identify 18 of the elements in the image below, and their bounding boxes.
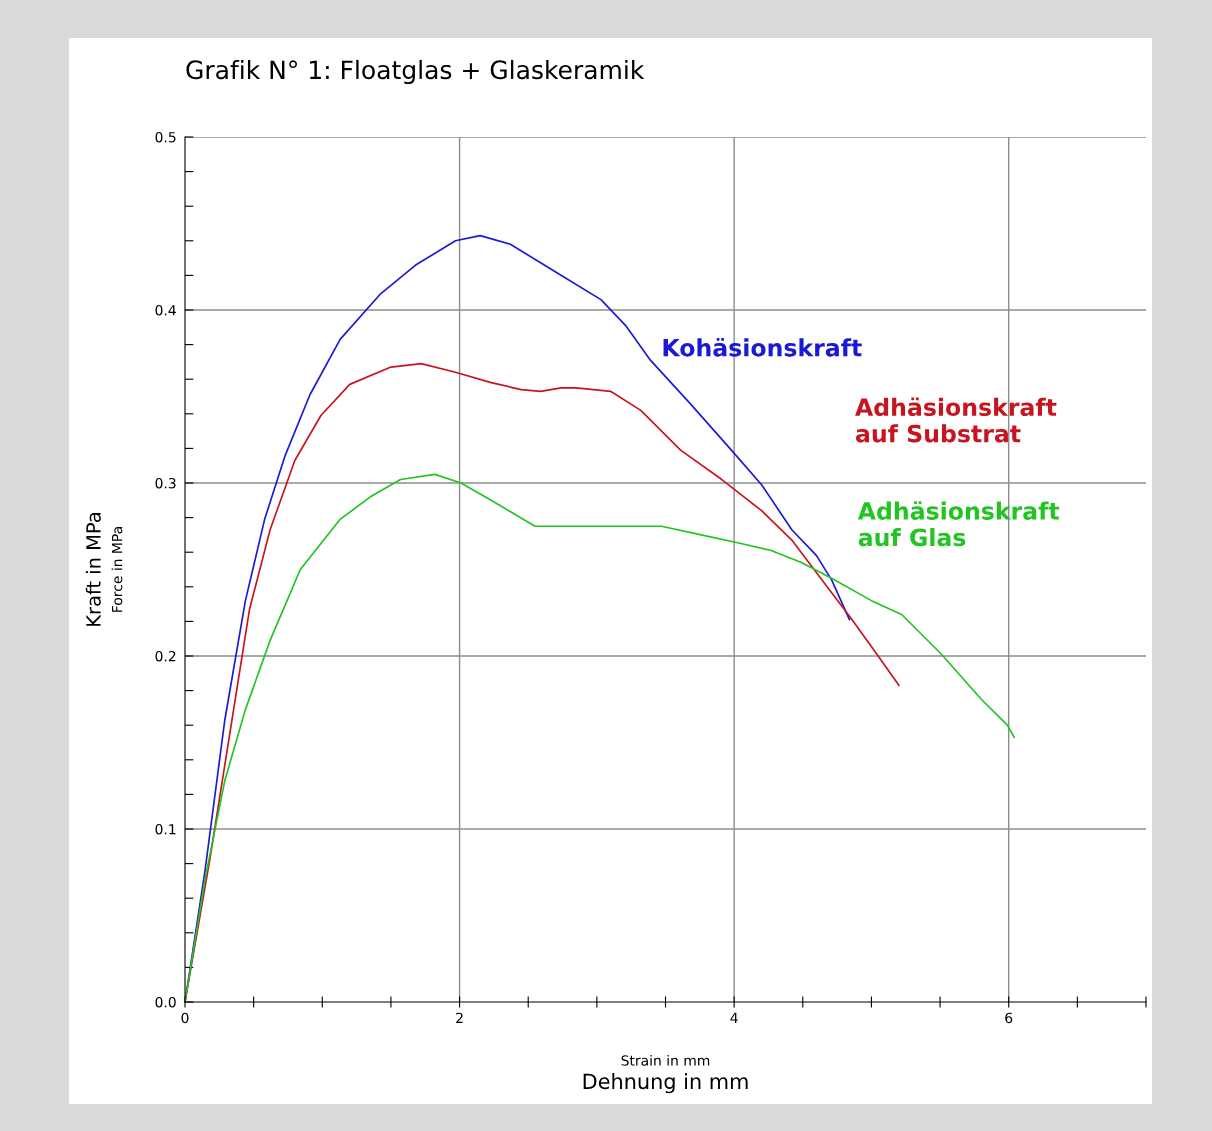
x-tick-label: 0	[181, 1012, 189, 1024]
x-tick-label: 4	[730, 1012, 738, 1023]
y-tick-label: 0.0	[155, 996, 176, 1008]
text: Force in MPa	[111, 527, 123, 612]
text: Adhäsionskraft auf Substrat	[855, 397, 1057, 443]
y-tick-label: 0.3	[155, 477, 176, 489]
x-tick-label: 6	[1005, 1012, 1013, 1024]
y-tick-label: 0.2	[155, 650, 176, 662]
text: Strain in mm	[621, 1055, 710, 1066]
y-axis-title: Kraft in MPa	[85, 513, 101, 626]
y-tick-label: 0.5	[155, 131, 176, 143]
series-label: Adhäsionskraft auf Glas	[857, 501, 1060, 547]
x-axis-title: Dehnung in mm	[583, 1073, 748, 1094]
chart-title: Grafik N° 1: Floatglas + Glaskeramik	[186, 59, 645, 85]
series-label: Kohäsionskraft	[663, 338, 862, 357]
y-tick-label: 0.4	[155, 304, 176, 316]
x-tick-label: 2	[456, 1012, 463, 1023]
y-tick-label: 0.1	[155, 823, 176, 835]
